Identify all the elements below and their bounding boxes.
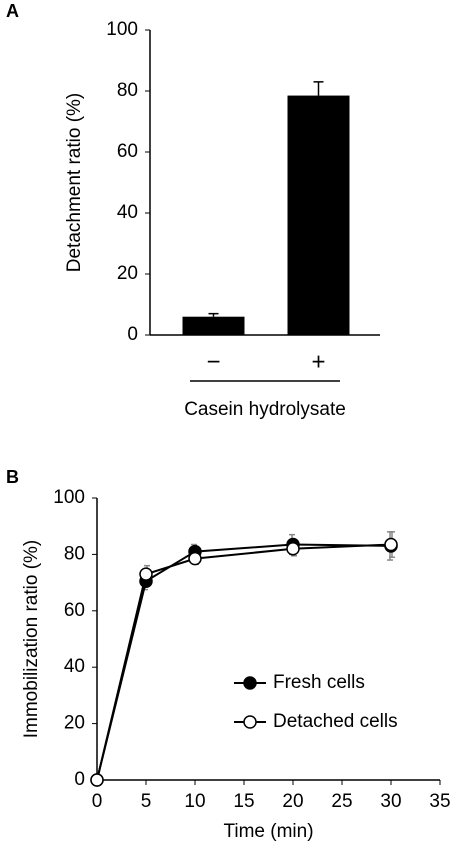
y-axis-label: Immobilization ratio (%)	[21, 540, 42, 739]
y-tick-label: 100	[53, 487, 85, 508]
marker	[286, 542, 300, 556]
y-tick-label: 60	[64, 600, 85, 621]
x-tick-label: 30	[380, 791, 401, 812]
y-tick-label: 40	[117, 202, 138, 223]
legend-marker	[243, 676, 257, 690]
y-axis-label: Detachment ratio (%)	[64, 93, 85, 273]
marker	[384, 537, 398, 552]
x-tick-label: 10	[184, 791, 205, 812]
marker	[139, 567, 153, 581]
y-tick-label: 80	[117, 80, 138, 101]
x-tick-label: 20	[282, 791, 303, 812]
x-tick-label: 15	[233, 791, 254, 812]
x-tick-label: 0	[92, 791, 103, 812]
x-axis-label: Time (min)	[223, 821, 313, 842]
y-tick-label: 60	[117, 141, 138, 162]
legend-label: Fresh cells	[273, 672, 365, 693]
panel-label: A	[6, 1, 19, 21]
y-tick-label: 0	[74, 769, 85, 790]
bar	[287, 95, 350, 335]
legend-label: Detached cells	[273, 711, 398, 732]
y-tick-label: 100	[106, 19, 138, 40]
y-tick-label: 80	[64, 543, 85, 564]
x-tick-label: +	[311, 348, 325, 375]
y-tick-label: 40	[64, 656, 85, 677]
x-tick-label: −	[206, 348, 220, 375]
marker	[90, 773, 104, 787]
x-tick-label: 25	[331, 791, 352, 812]
y-tick-label: 20	[117, 263, 138, 284]
y-tick-label: 0	[127, 324, 138, 345]
legend-marker	[243, 715, 257, 729]
x-axis-label: Casein hydrolysate	[184, 399, 346, 420]
x-tick-label: 5	[141, 791, 152, 812]
y-tick-label: 20	[64, 713, 85, 734]
panel-label: B	[6, 467, 19, 487]
marker	[188, 551, 202, 566]
x-tick-label: 35	[429, 791, 450, 812]
bar	[182, 316, 245, 335]
